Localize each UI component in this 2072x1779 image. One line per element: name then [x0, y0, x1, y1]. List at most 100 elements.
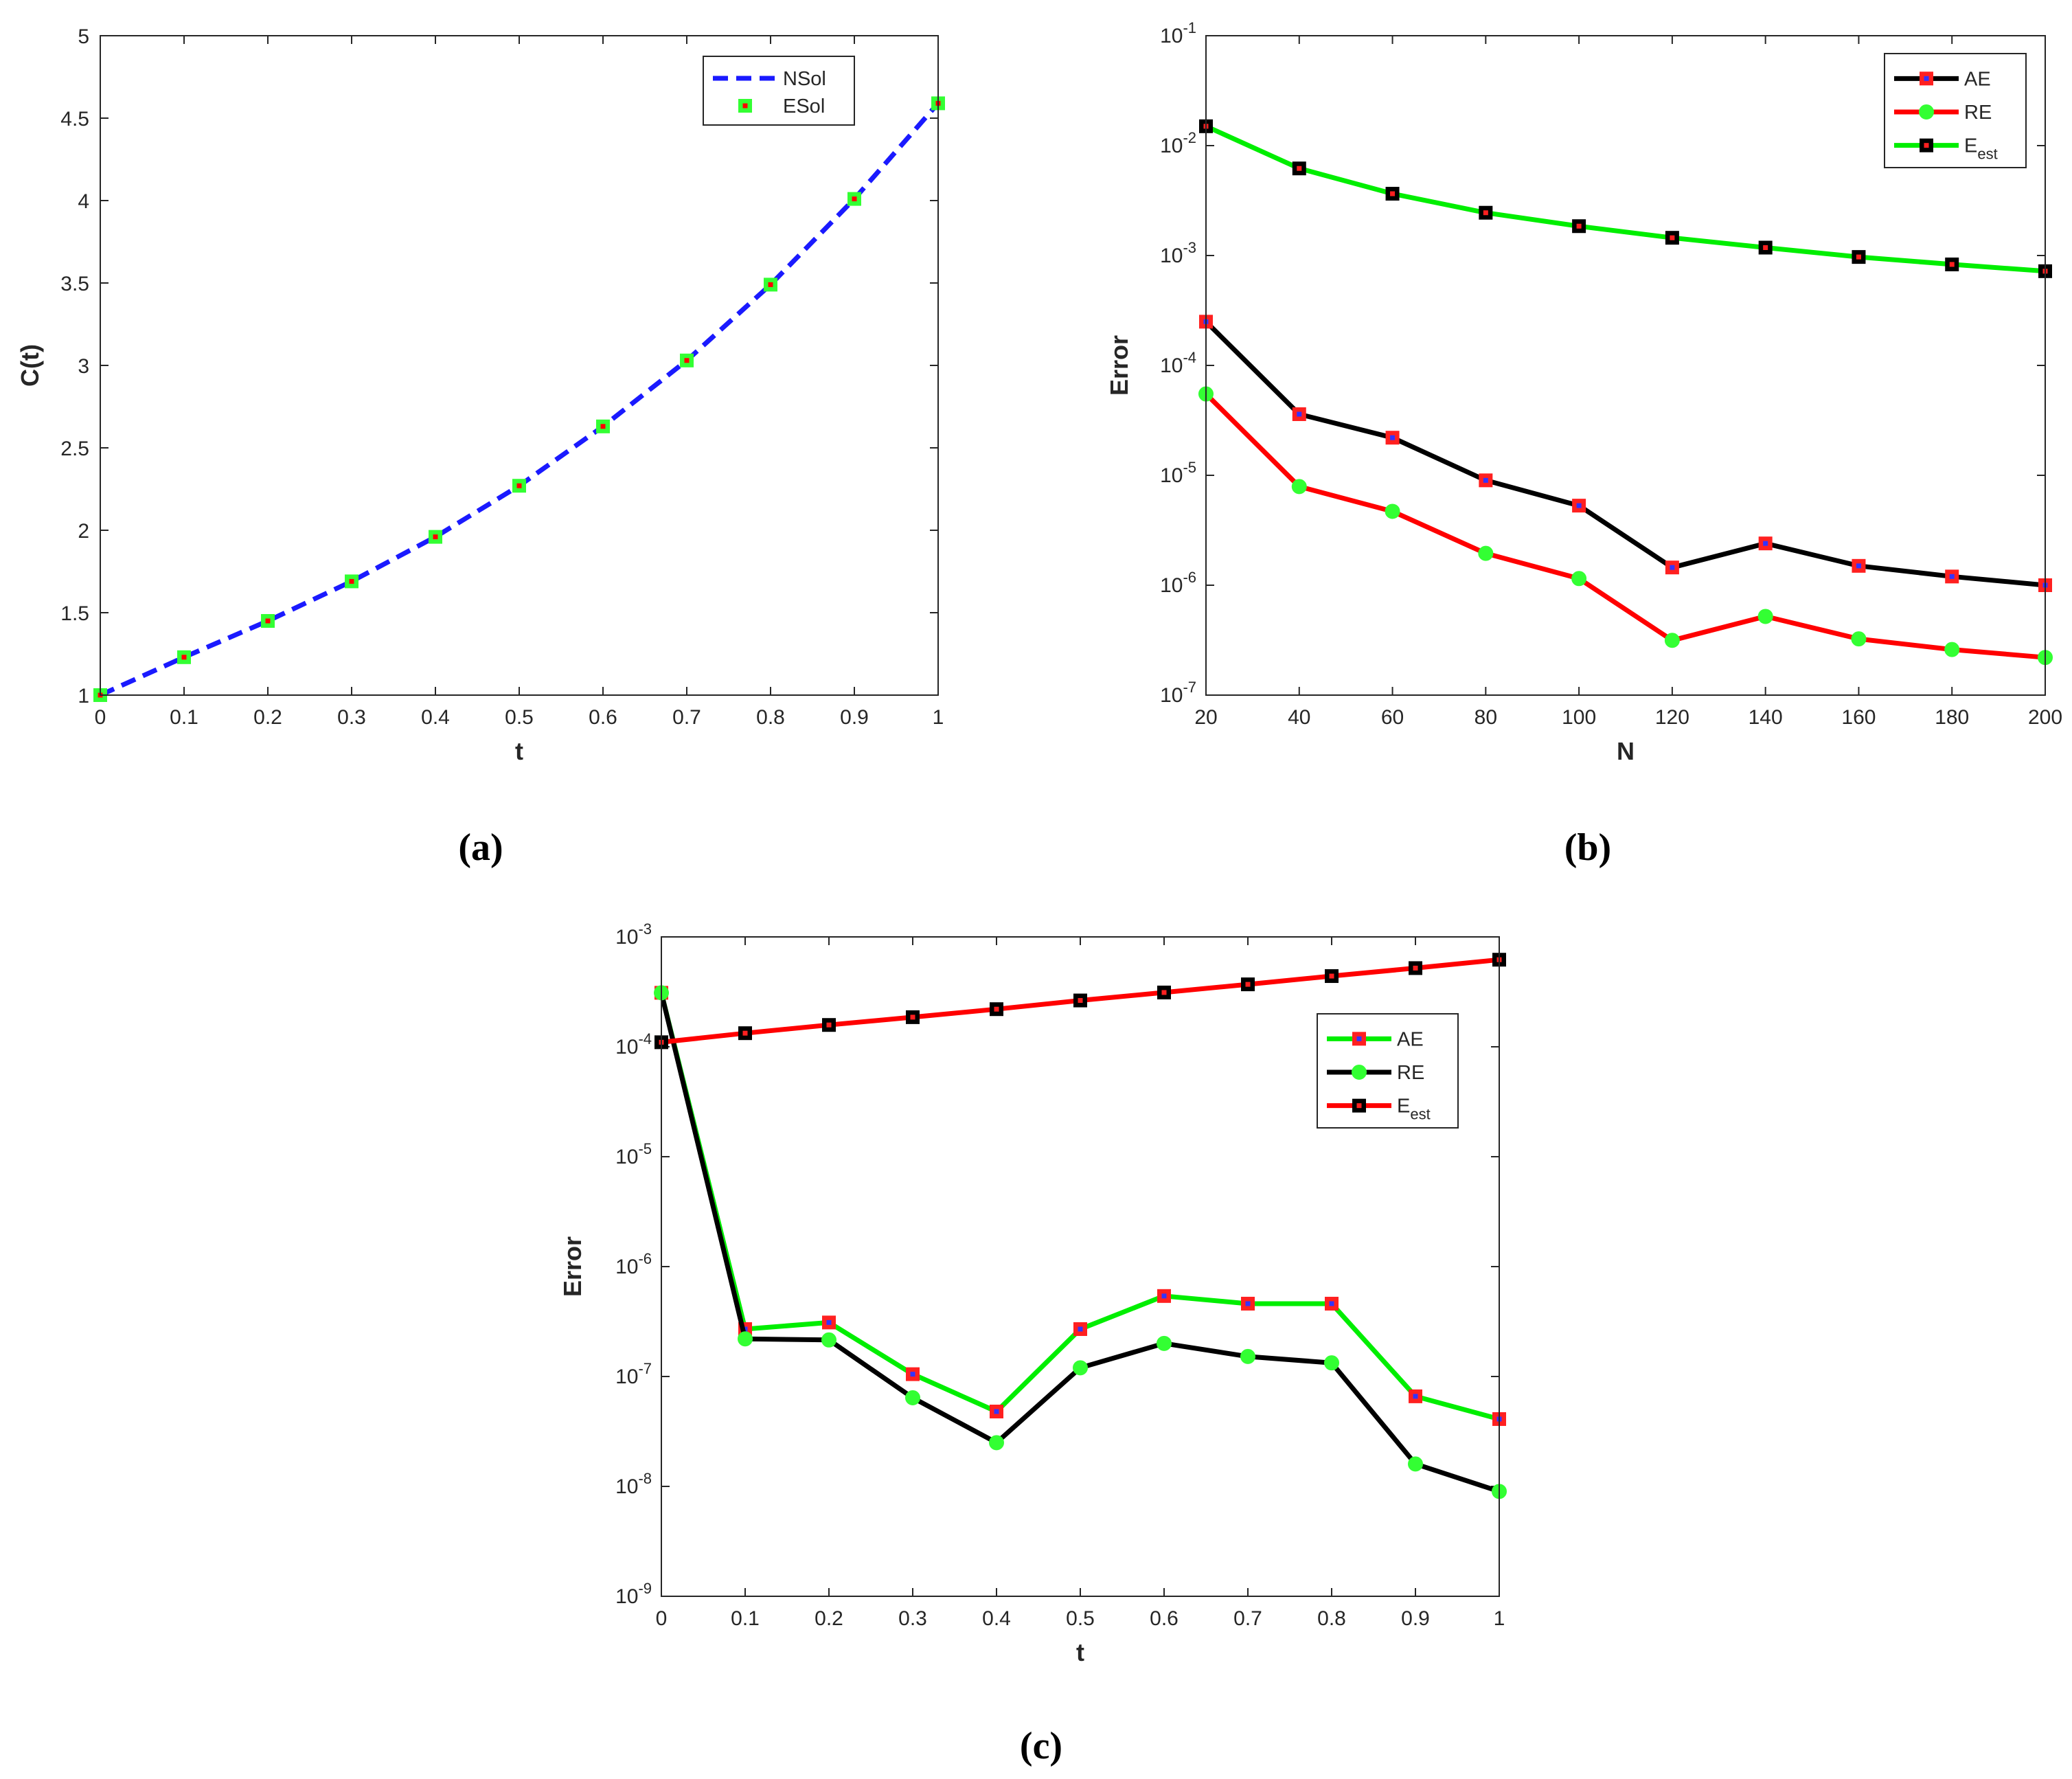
x-tick-label: 0.3 [898, 1607, 927, 1630]
caption-a: (a) [458, 826, 503, 869]
y-tick-exponent: -3 [1183, 239, 1196, 256]
x-tick-label: 80 [1475, 706, 1497, 729]
y-tick-exponent: -6 [638, 1250, 652, 1267]
data-point [1757, 609, 1773, 624]
x-tick-label: 0.1 [731, 1607, 760, 1630]
x-tick-label: 0.4 [421, 706, 450, 729]
y-tick-base: 10 [1160, 684, 1183, 707]
legend-marker [1919, 104, 1934, 120]
y-tick-label: 1.5 [60, 602, 89, 625]
legend-label: AE [1964, 68, 1991, 90]
data-point [1073, 1360, 1088, 1376]
chart-b: 20 40 60 80 100 120 140 160 180 20010-710-610-510… [1105, 19, 2062, 765]
x-tick-label: 0.8 [756, 706, 785, 729]
x-tick-label: 60 [1381, 706, 1404, 729]
data-point [1408, 1456, 1423, 1472]
data-point [821, 1332, 836, 1348]
y-tick-exponent: -7 [638, 1360, 652, 1377]
x-tick-label: 200 [2028, 706, 2062, 729]
x-axis-label: t [515, 737, 523, 765]
data-point [1240, 1348, 1255, 1364]
legend-marker [742, 103, 748, 109]
data-point [1856, 563, 1861, 569]
data-point [1291, 479, 1307, 495]
data-point [826, 1319, 832, 1325]
data-point [1329, 1301, 1334, 1306]
x-tick-label: 0.2 [253, 706, 282, 729]
legend-box [703, 56, 855, 126]
data-point [433, 534, 438, 540]
data-point [1161, 990, 1167, 995]
data-point [1944, 642, 1960, 657]
y-tick-label: 10-8 [615, 1470, 652, 1498]
legend-label: AE [1397, 1028, 1424, 1050]
y-axis-label: Error [558, 1236, 587, 1297]
y-tick-exponent: -5 [1183, 459, 1196, 476]
data-point [1763, 245, 1768, 250]
x-tick-label: 180 [1935, 706, 1969, 729]
y-tick-label: 10-7 [615, 1360, 652, 1388]
y-tick-base: 10 [615, 1366, 638, 1388]
x-tick-label: 0.5 [1066, 1607, 1095, 1630]
legend-marker [1924, 76, 1929, 81]
legend-label: ESol [783, 95, 825, 117]
y-tick-label: 10-6 [1160, 569, 1196, 597]
data-point [768, 282, 773, 287]
plot-frame [100, 35, 939, 696]
data-point [349, 578, 354, 584]
y-tick-base: 10 [1160, 135, 1183, 157]
data-point [265, 618, 271, 624]
x-tick-label: 0.7 [1233, 1607, 1262, 1630]
data-point [1390, 191, 1396, 196]
data-point [852, 196, 857, 202]
x-tick-label: 20 [1194, 706, 1217, 729]
plot-frame [1205, 35, 2046, 696]
x-tick-label: 0.9 [1401, 1607, 1430, 1630]
legend-marker [1356, 1103, 1362, 1109]
data-point [1478, 545, 1494, 561]
data-point [910, 1372, 915, 1377]
y-axis-label: Error [1105, 335, 1133, 396]
x-tick-label: 0 [95, 706, 106, 729]
series-line [1204, 319, 2046, 588]
data-point [1949, 574, 1955, 579]
y-tick-exponent: -2 [1183, 129, 1196, 146]
y-tick-exponent: -3 [638, 920, 652, 938]
chart-c: 0 0.1 0.2 0.3 0.4 0.5 0.6 0.7 0.8 0.9 110-910-810-… [558, 920, 1507, 1666]
y-tick-label: 5 [78, 25, 89, 48]
y-tick-base: 10 [615, 1475, 638, 1498]
data-point [1297, 411, 1302, 417]
x-tick-label: 0.3 [337, 706, 366, 729]
y-tick-label: 10-4 [615, 1030, 652, 1058]
y-tick-exponent: -8 [638, 1470, 652, 1487]
series-line [1205, 124, 2046, 274]
series-line [1204, 392, 2046, 660]
series-re [1198, 386, 2053, 666]
legend-marker [1352, 1065, 1367, 1080]
legend: NSol ESol [703, 56, 855, 126]
data-point [910, 1015, 915, 1020]
data-point [994, 1006, 999, 1012]
data-point [1856, 254, 1861, 260]
y-axis-label: C(t) [16, 344, 44, 387]
legend-label: RE [1964, 102, 1992, 124]
legend-label-name: RE [1397, 1062, 1424, 1084]
x-tick-label: 0.5 [505, 706, 534, 729]
chart-a: 0 0.1 0.2 0.3 0.4 0.5 0.6 0.7 0.8 0.9 1 1 1.5 2 2.5 3 3.… [16, 25, 945, 765]
y-tick-label: 2 [78, 520, 89, 543]
data-point [1670, 565, 1675, 570]
legend: AE RE Eest [1317, 1013, 1459, 1129]
data-point [826, 1022, 832, 1028]
y-tick-label: 10-3 [615, 920, 652, 949]
legend-label: NSol [783, 68, 826, 90]
data-point [1483, 477, 1488, 483]
data-point [1245, 1301, 1251, 1306]
data-point [1078, 998, 1083, 1004]
y-tick-label: 10-2 [1160, 129, 1196, 157]
y-tick-label: 10-3 [1160, 239, 1196, 267]
data-point [684, 358, 690, 363]
data-point [1390, 435, 1396, 440]
caption-c: (c) [1020, 1725, 1062, 1767]
x-tick-label: 40 [1288, 706, 1310, 729]
data-point [181, 655, 187, 660]
